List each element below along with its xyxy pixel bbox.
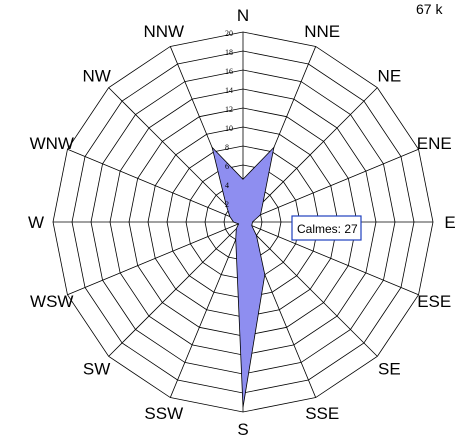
direction-label-se: SE xyxy=(378,359,401,378)
tick-label: 2 xyxy=(225,200,229,209)
direction-label-ne: NE xyxy=(378,67,402,86)
direction-label-ene: ENE xyxy=(417,134,452,153)
tick-label: 6 xyxy=(225,162,229,171)
tick-label: 20 xyxy=(225,29,233,38)
wind-frequency-area xyxy=(211,146,275,408)
calm-label: Calmes: 27 xyxy=(297,222,358,236)
top-note: 67 k xyxy=(416,1,443,17)
grid-spoke xyxy=(242,148,419,223)
tick-label: 4 xyxy=(225,181,229,190)
grid-spoke xyxy=(108,87,244,223)
radial-tick-labels: 2 4 6 8 10 12 14 16 18 20 xyxy=(225,29,233,209)
direction-label-wsw: WSW xyxy=(30,292,73,311)
direction-label-nne: NNE xyxy=(304,22,340,41)
tick-label: 18 xyxy=(225,48,233,57)
grid-spoke xyxy=(242,87,378,223)
wind-series xyxy=(211,146,275,408)
direction-label-s: S xyxy=(237,420,248,438)
tick-label: 16 xyxy=(225,67,233,76)
grid-spoke xyxy=(67,221,244,296)
grid-spoke xyxy=(169,221,244,398)
direction-label-nw: NW xyxy=(82,67,110,86)
direction-label-e: E xyxy=(444,213,455,232)
tick-label: 14 xyxy=(225,86,233,95)
direction-labels: N NNE NE ENE E ESE SE SSE S SSW SW WSW W WNW NW NNW xyxy=(28,6,456,438)
direction-label-sse: SSE xyxy=(305,404,339,423)
direction-label-w: W xyxy=(28,213,44,232)
grid-spoke xyxy=(108,221,244,357)
tick-label: 8 xyxy=(225,143,229,152)
direction-label-wnw: WNW xyxy=(30,134,74,153)
direction-label-n: N xyxy=(237,6,249,25)
grid-spoke xyxy=(67,148,244,223)
calm-box: Calmes: 27 xyxy=(291,215,362,241)
grid-spoke xyxy=(242,221,378,357)
direction-label-nnw: NNW xyxy=(143,22,184,41)
tick-label: 10 xyxy=(225,124,233,133)
direction-label-ese: ESE xyxy=(417,292,451,311)
direction-label-ssw: SSW xyxy=(144,404,183,423)
direction-label-sw: SW xyxy=(83,359,110,378)
tick-label: 12 xyxy=(225,105,233,114)
grid-spoke xyxy=(242,221,419,296)
